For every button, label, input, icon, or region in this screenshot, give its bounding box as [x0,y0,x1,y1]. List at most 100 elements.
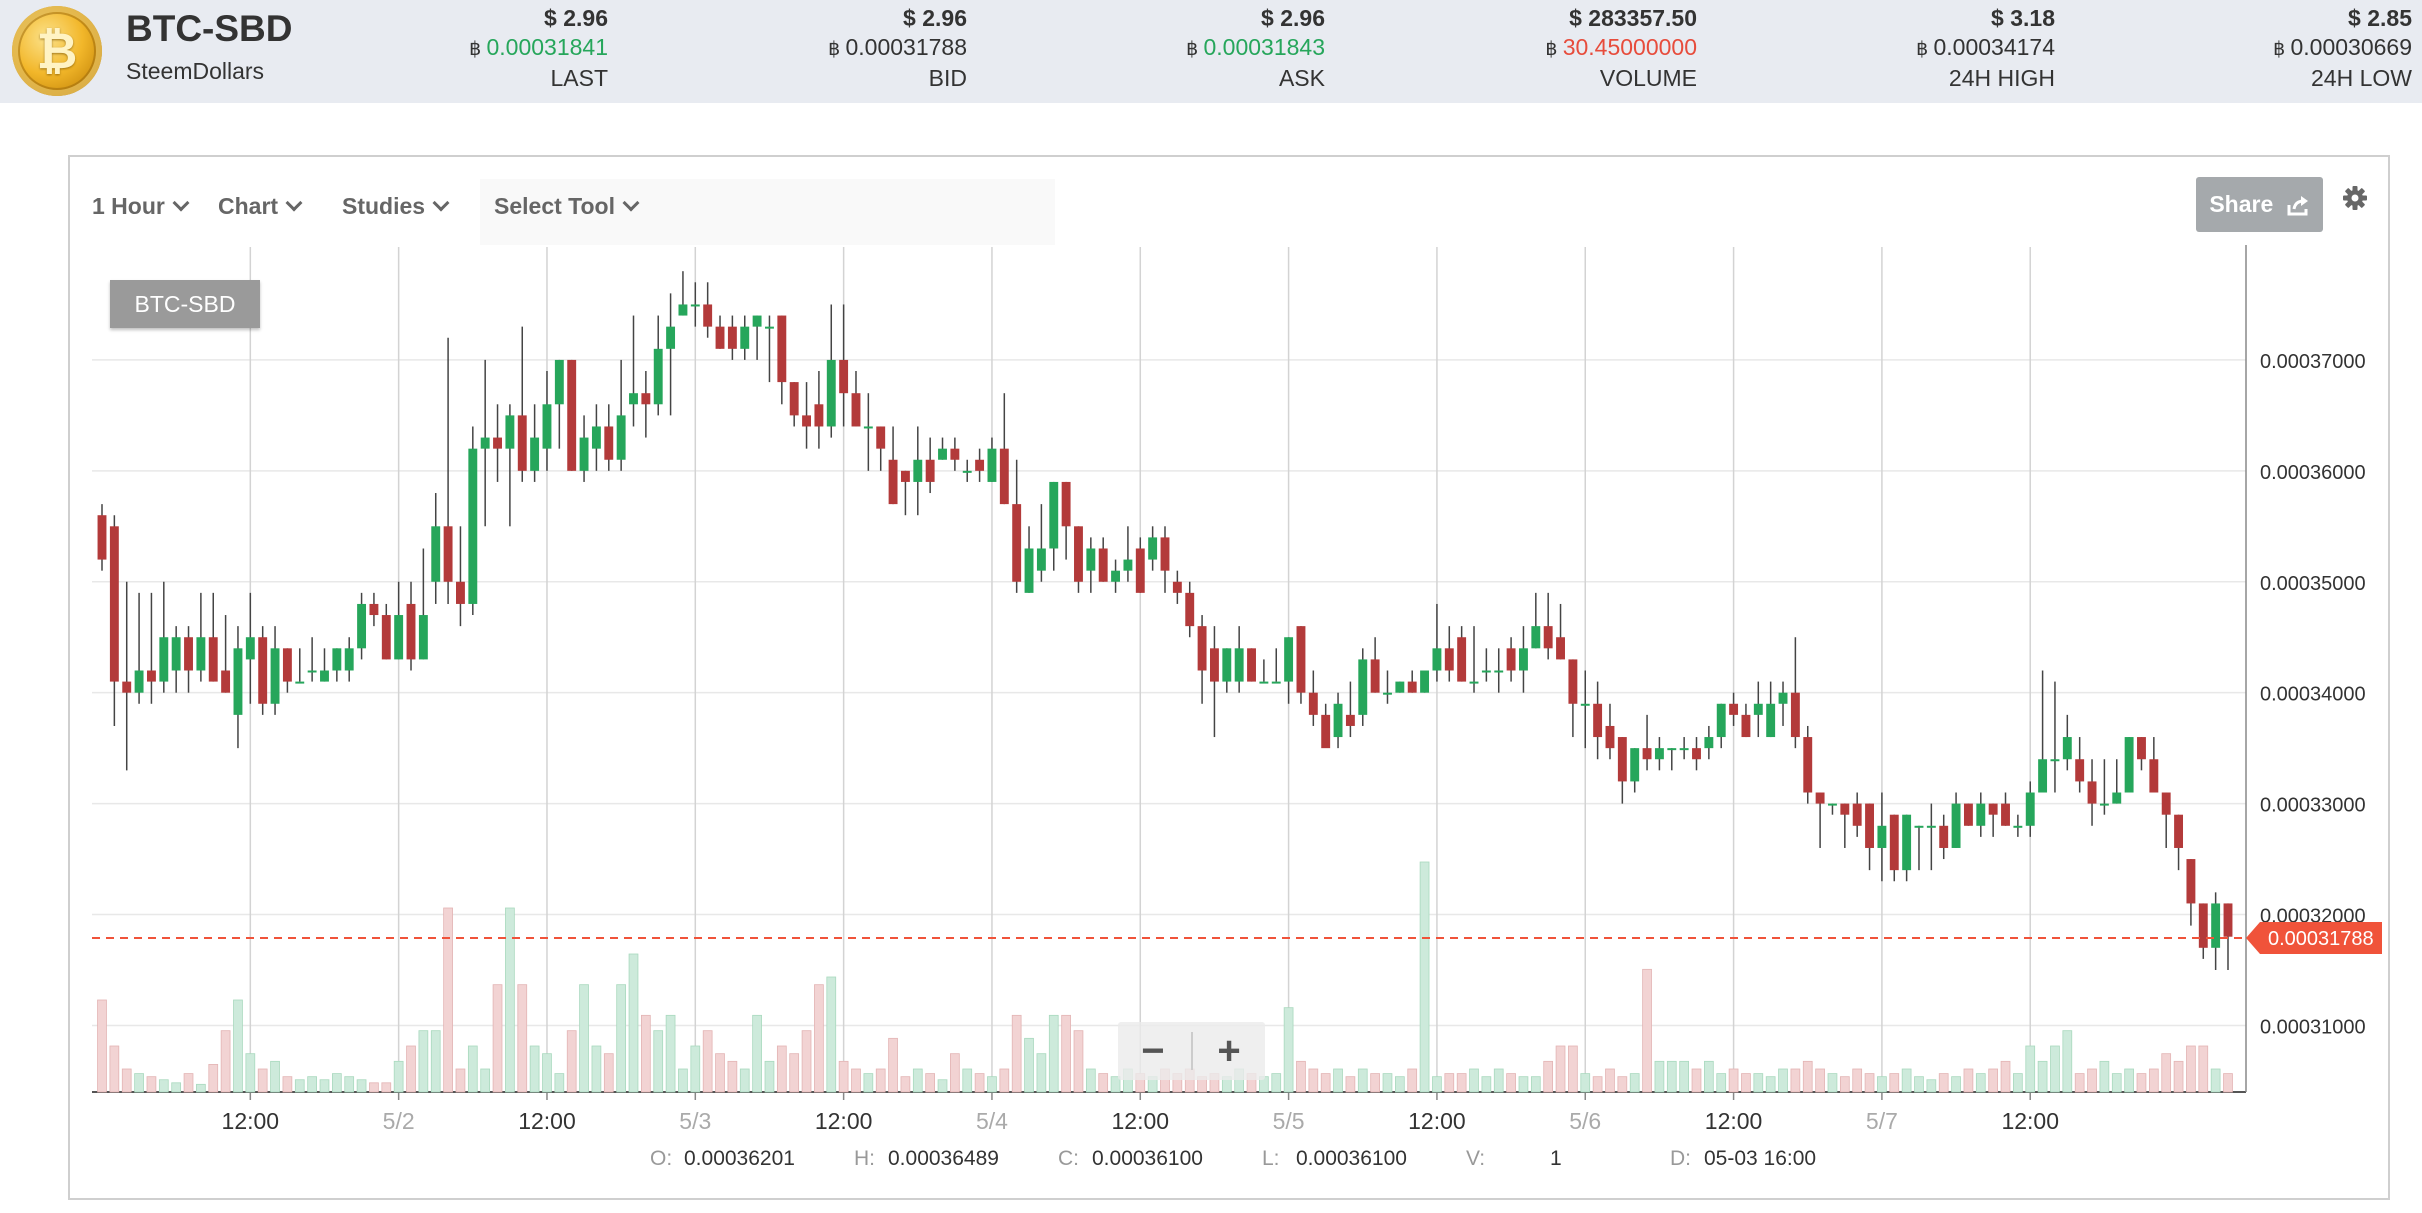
volume-bar [2136,1073,2147,1093]
volume-bar [542,1053,552,1093]
volume-bar [2124,1068,2134,1093]
share-icon [2287,195,2308,216]
volume-bar [2050,1045,2060,1093]
candle-down [1840,803,1850,815]
volume-bar [950,1053,960,1093]
interval-label: 1 Hour [92,193,165,219]
candle-up [134,670,144,693]
volume-bar [1308,1068,1319,1093]
volume-bar [282,1076,293,1093]
share-button[interactable]: Share [2196,177,2323,232]
volume-bar [1469,1068,1479,1093]
volume-bar [1283,1007,1294,1093]
candle-down [1061,481,1071,527]
candle-down [1741,714,1751,738]
volume-bar [1098,1073,1109,1093]
candle-down [2137,737,2146,760]
volume-bar [752,1014,762,1093]
volume-bar [1654,1060,1665,1093]
volume-bar [1357,1068,1368,1093]
candle-up [542,404,552,449]
candle-up [826,359,836,427]
candle-down [1617,737,1627,782]
candle-up [987,448,997,482]
candle-down [1197,626,1207,671]
candlestick-chart[interactable]: 0.00031000 0.00032000 0.00033000 0.00034000… [70,157,2392,1202]
x-axis-tick-label: 12:00 [1408,1108,1466,1134]
x-axis-tick-label: 12:00 [1111,1108,1169,1134]
gear-icon[interactable] [2340,183,2370,213]
x-axis-tick-label: 5/4 [976,1108,1008,1134]
candle-down [925,459,935,482]
volume-bar [158,1079,169,1093]
stat-label: 24H LOW [2311,65,2412,91]
candle-up [1580,703,1590,706]
select-tool-dropdown[interactable]: Select Tool [494,193,640,220]
candle-down [1889,814,1899,871]
candle-down [1556,637,1565,660]
interval-dropdown[interactable]: 1 Hour [92,193,190,220]
bitcoin-symbol-icon: ฿ [469,39,487,60]
volume-bar [307,1076,317,1093]
candle-up [1036,548,1046,571]
ticker-header: ₿ BTC-SBD SteemDollars $ 2.96 ฿ 0.0003184… [0,0,2422,103]
volume-bar [1530,1076,1541,1093]
current-price-tag [2246,922,2382,955]
candle-down [146,670,156,682]
candle-down [1160,537,1170,571]
candle-up [591,426,601,449]
candle-down [1074,526,1083,582]
volume-bar [344,1076,355,1093]
stat-label: BID [928,65,967,91]
candle-up [1481,670,1491,673]
candle-down [109,526,119,682]
candle-up [394,615,404,660]
volume-bar [888,1037,898,1093]
volume-bar [1036,1053,1047,1093]
volume-bar [171,1082,182,1093]
candle-up [1877,825,1887,848]
candle-up [320,670,329,682]
stat-btc-row: ฿ 30.45000000 [1545,33,1697,64]
candle-up [1086,548,1096,571]
volume-bar [900,1076,911,1093]
studies-dropdown[interactable]: Studies [342,193,450,220]
y-axis-tick-label: 0.00036000 [2260,462,2366,484]
volume-bar [406,1045,416,1093]
candle-up [468,448,478,604]
bitcoin-symbol-icon: ฿ [1916,39,1934,60]
date-value: 05-03 16:00 [1704,1147,1817,1170]
candle-down [1407,681,1417,693]
volume-bar [1642,968,1652,1093]
candle-up [2013,825,2023,828]
y-axis-tick-label: 0.00033000 [2260,795,2366,817]
candle-up [1271,681,1281,684]
close-value: 0.00036100 [1092,1147,1203,1170]
candle-down [975,459,985,471]
candle-down [208,637,218,682]
candle-up [233,648,243,715]
candle-down [1692,748,1701,760]
volume-bar [430,1030,441,1093]
candle-down [1345,714,1355,726]
volume-bar [776,1045,787,1093]
candle-down [2149,759,2159,793]
high-label: H: [854,1147,875,1170]
ticker-stat-24h-low: $ 2.85 ฿ 0.00030669 24H LOW [2273,4,2412,93]
volume-bar [999,1068,1010,1093]
zoom-out-button[interactable]: − [1141,1029,1165,1073]
volume-bar [1506,1073,1516,1093]
candle-up [295,681,305,684]
volume-bar [2074,1073,2085,1093]
volume-bar [591,1045,602,1093]
volume-bar [1914,1076,1924,1093]
volume-bar [381,1082,392,1093]
chart-type-dropdown[interactable]: Chart [218,193,303,220]
zoom-in-button[interactable]: + [1217,1029,1241,1073]
candle-down [1593,703,1603,738]
volume-bar [962,1068,973,1093]
volume-bar [1073,1030,1084,1093]
volume-bar [1716,1073,1727,1093]
candle-down [282,648,292,682]
volume-bar [418,1030,429,1093]
